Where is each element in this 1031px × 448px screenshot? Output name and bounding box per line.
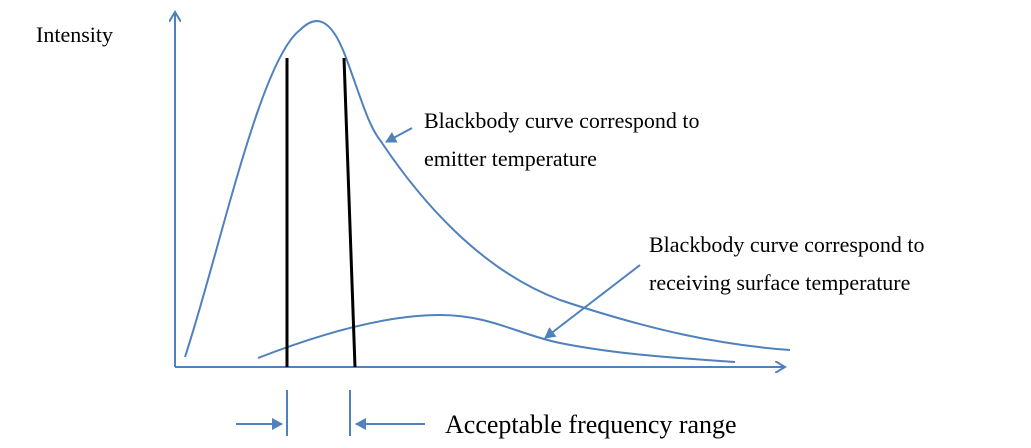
axis-label: Intensity (36, 22, 113, 47)
annotation-line: Blackbody curve correspond to (424, 108, 700, 133)
annotation-line: receiving surface temperature (649, 270, 910, 295)
annotation-line: emitter temperature (424, 146, 597, 171)
annotation-line: Blackbody curve correspond to (649, 232, 925, 257)
annotation-arrow (385, 127, 413, 143)
emitter-curve (184, 20, 791, 358)
range-line (342, 57, 357, 368)
range-label: Acceptable frequency range (445, 410, 737, 439)
annotation-arrow (544, 264, 641, 339)
receiver-curve (257, 313, 736, 363)
